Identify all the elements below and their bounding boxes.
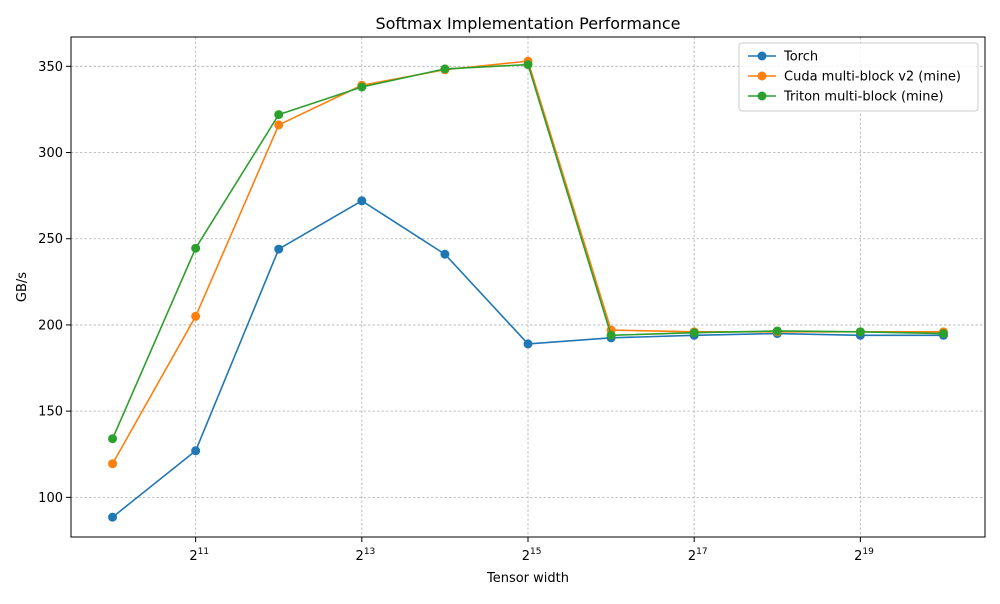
y-axis-label: GB/s bbox=[15, 272, 30, 302]
x-tick-label: 2 bbox=[189, 549, 197, 564]
data-point bbox=[855, 327, 865, 337]
data-point bbox=[772, 326, 782, 336]
data-point bbox=[523, 60, 533, 70]
x-tick-label: 2 bbox=[522, 549, 530, 564]
y-tick-label: 200 bbox=[38, 318, 63, 333]
x-tick-label-exponent: 13 bbox=[364, 547, 375, 557]
data-point bbox=[606, 330, 616, 340]
data-point bbox=[357, 82, 367, 92]
x-tick-label: 2 bbox=[854, 549, 862, 564]
chart-title: Softmax Implementation Performance bbox=[375, 14, 680, 33]
data-point bbox=[191, 311, 201, 321]
series-3 bbox=[108, 60, 948, 444]
data-point bbox=[274, 120, 284, 130]
legend-swatch-marker bbox=[757, 51, 767, 61]
data-point bbox=[689, 328, 699, 338]
y-tick-label: 300 bbox=[38, 146, 63, 161]
y-tick-label: 350 bbox=[38, 60, 63, 75]
data-point bbox=[440, 249, 450, 259]
data-point bbox=[108, 512, 118, 522]
y-tick-label: 250 bbox=[38, 232, 63, 247]
data-point bbox=[274, 110, 284, 120]
y-tick-label: 100 bbox=[38, 491, 63, 506]
legend-swatch-marker bbox=[757, 71, 767, 81]
legend-swatch-marker bbox=[757, 91, 767, 101]
y-tick-label: 150 bbox=[38, 405, 63, 420]
x-tick-label: 2 bbox=[688, 549, 696, 564]
x-tick-label-exponent: 19 bbox=[862, 547, 874, 557]
data-point bbox=[523, 339, 533, 349]
series-1 bbox=[108, 196, 948, 522]
data-point bbox=[108, 434, 118, 444]
data-point bbox=[938, 329, 948, 339]
data-point bbox=[440, 64, 450, 74]
data-point bbox=[357, 196, 367, 206]
x-tick-label: 2 bbox=[356, 549, 364, 564]
data-point bbox=[108, 459, 118, 469]
legend-item: Cuda multi-block v2 (mine) bbox=[748, 70, 961, 85]
data-point bbox=[274, 244, 284, 254]
legend-item: Triton multi-block (mine) bbox=[748, 90, 944, 105]
data-point bbox=[191, 243, 201, 253]
legend-item: Torch bbox=[748, 50, 818, 65]
series-layer bbox=[108, 56, 948, 522]
legend-label: Torch bbox=[783, 50, 818, 65]
x-axis: 2 11 2 13 2 15 2 17 2 19 bbox=[189, 537, 874, 564]
legend: Torch Cuda multi-block v2 (mine) Triton mu… bbox=[738, 42, 979, 112]
x-tick-label-exponent: 17 bbox=[696, 547, 707, 557]
x-axis-label: Tensor width bbox=[486, 571, 569, 586]
x-tick-label-exponent: 15 bbox=[530, 547, 541, 557]
legend-label: Triton multi-block (mine) bbox=[783, 90, 944, 105]
legend-label: Cuda multi-block v2 (mine) bbox=[784, 70, 961, 85]
x-tick-label-exponent: 11 bbox=[198, 547, 209, 557]
y-axis: 100 150 200 250 300 350 bbox=[38, 60, 71, 506]
data-point bbox=[191, 446, 201, 456]
legend-box bbox=[738, 42, 979, 112]
